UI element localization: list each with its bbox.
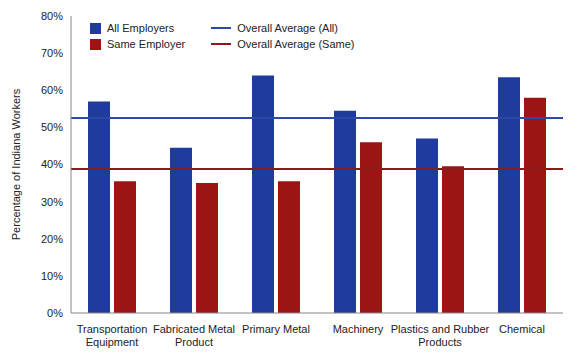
svg-text:Fabricated MetalProduct: Fabricated MetalProduct bbox=[153, 323, 235, 348]
svg-text:10%: 10% bbox=[41, 270, 63, 282]
svg-text:50%: 50% bbox=[41, 121, 63, 133]
svg-text:30%: 30% bbox=[41, 196, 63, 208]
svg-text:40%: 40% bbox=[41, 158, 63, 170]
svg-text:Machinery: Machinery bbox=[333, 323, 384, 335]
svg-text:0%: 0% bbox=[47, 307, 63, 319]
html-text:Overall Average (Same): Overall Average (Same) bbox=[237, 38, 355, 50]
svg-text:Chemical: Chemical bbox=[499, 323, 545, 335]
svg-text:20%: 20% bbox=[41, 233, 63, 245]
svg-text:Percentage of Indiana Workers: Percentage of Indiana Workers bbox=[10, 88, 22, 240]
svg-text:Primary Metal: Primary Metal bbox=[242, 323, 310, 335]
html-text:Overall Average (All): Overall Average (All) bbox=[237, 22, 338, 34]
svg-text:TransportationEquipment: TransportationEquipment bbox=[77, 323, 148, 348]
svg-text:60%: 60% bbox=[41, 84, 63, 96]
svg-text:Plastics and RubberProducts: Plastics and RubberProducts bbox=[391, 323, 490, 348]
html-text:All Employers: All Employers bbox=[107, 22, 175, 34]
svg-text:80%: 80% bbox=[41, 10, 63, 22]
svg-text:70%: 70% bbox=[41, 47, 63, 59]
html-text:Same Employer: Same Employer bbox=[107, 38, 186, 50]
